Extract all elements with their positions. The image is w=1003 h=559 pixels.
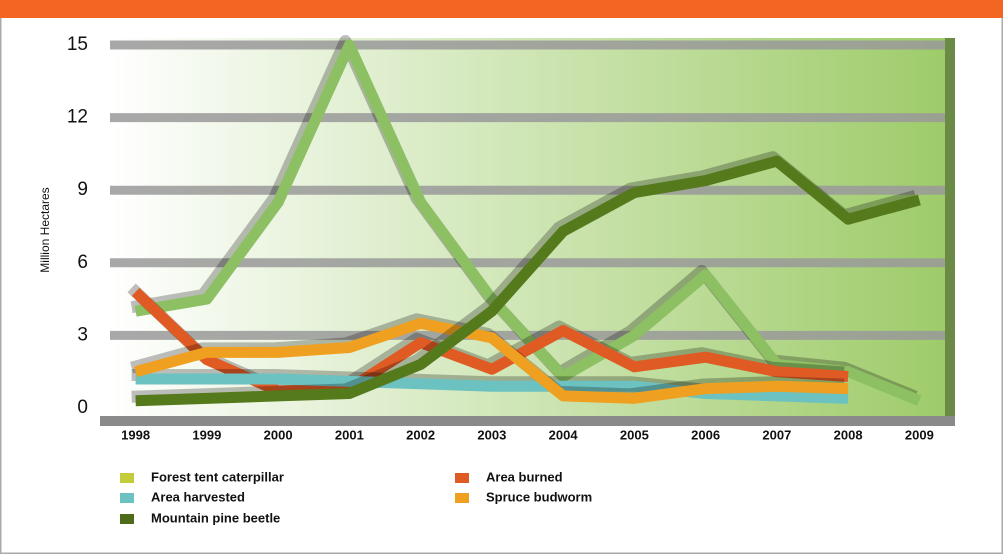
y-tick-label: 6 (77, 252, 88, 273)
legend-swatch (120, 514, 134, 524)
y-axis-label: Million Hectares (38, 187, 52, 272)
top-bar (0, 0, 1003, 18)
legend-label: Mountain pine beetle (151, 510, 280, 525)
x-tick-label: 2009 (905, 427, 934, 442)
legend-swatch (455, 493, 469, 503)
series-line (134, 39, 922, 406)
series-line (134, 317, 849, 404)
x-axis (100, 416, 955, 426)
series-line (135, 373, 849, 404)
plot-edge (945, 38, 955, 418)
y-tick-label: 0 (77, 397, 88, 418)
x-tick-label: 1998 (121, 427, 150, 442)
x-tick-label: 2002 (406, 427, 435, 442)
x-tick-label: 1999 (192, 427, 221, 442)
legend-label: Forest tent caterpillar (151, 469, 284, 484)
legend-label: Area harvested (151, 489, 245, 504)
legend-swatch (120, 473, 134, 483)
y-tick-label: 9 (77, 179, 88, 200)
y-tick-label: 15 (67, 34, 88, 55)
x-tick-label: 2001 (335, 427, 364, 442)
x-tick-label: 2006 (691, 427, 720, 442)
x-tick-label: 2005 (620, 427, 649, 442)
x-tick-label: 2000 (264, 427, 293, 442)
legend-label: Spruce budworm (486, 489, 592, 504)
x-tick-label: 2003 (477, 427, 506, 442)
series-line (135, 155, 921, 407)
y-tick-label: 3 (77, 324, 88, 345)
x-tick-label: 2008 (834, 427, 863, 442)
x-tick-label: 2004 (549, 427, 579, 442)
legend-label: Area burned (486, 469, 563, 484)
legend-swatch (455, 473, 469, 483)
y-tick-label: 12 (67, 107, 88, 128)
legend-swatch (120, 493, 134, 503)
x-tick-label: 2007 (762, 427, 791, 442)
